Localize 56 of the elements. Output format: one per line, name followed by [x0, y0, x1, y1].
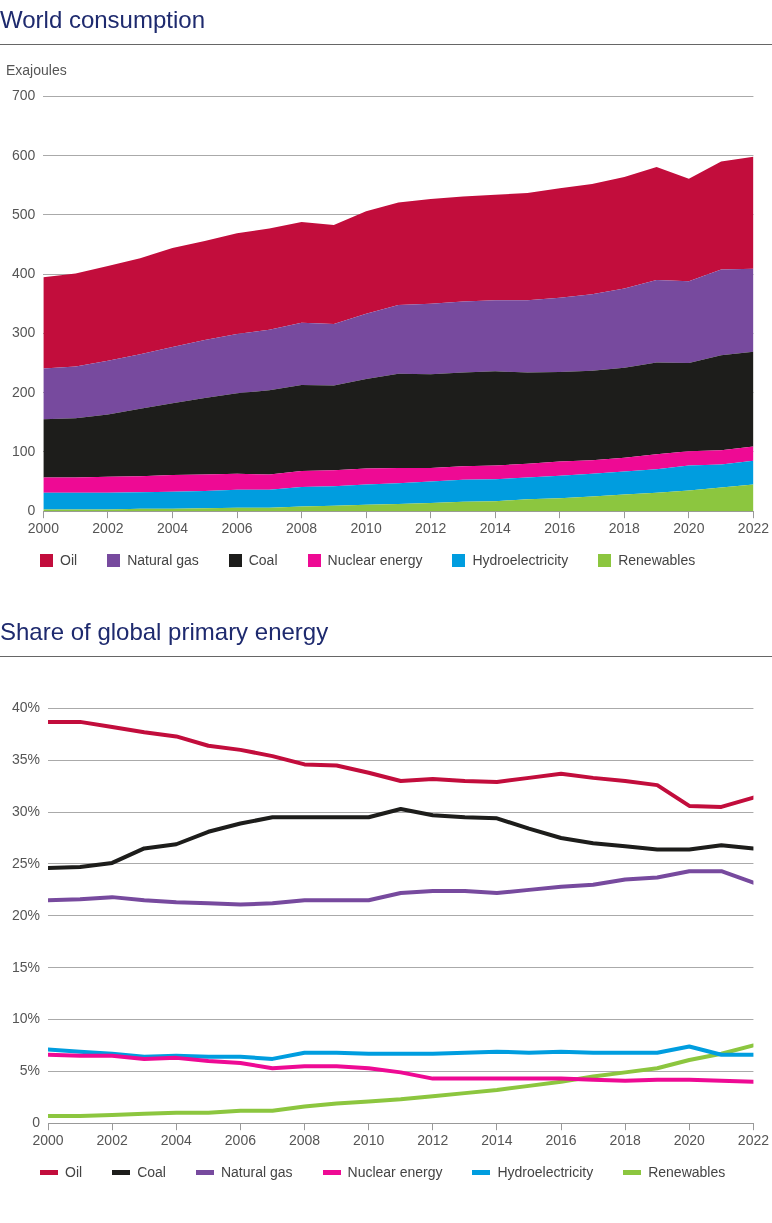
x-tick-label: 2010 [353, 1132, 385, 1149]
y-tick-label: 5% [19, 1062, 41, 1079]
x-tick-label: 2012 [415, 520, 447, 537]
y-tick-label: 400 [12, 265, 36, 282]
x-tick-label: 2012 [417, 1132, 449, 1149]
legend-label: Nuclear energy [347, 1164, 443, 1180]
y-tick-label: 700 [12, 87, 36, 104]
y-tick-label: 35% [11, 751, 41, 768]
legend-label: Renewables [618, 552, 696, 568]
x-tick-label: 2014 [481, 1132, 513, 1149]
chart-title: Share of global primary energy [0, 618, 772, 657]
y-tick-label: 30% [11, 802, 41, 819]
y-tick-label: 100 [12, 442, 36, 459]
legend-label: Coal [137, 1164, 166, 1180]
x-tick-label: 2008 [288, 1132, 321, 1149]
y-tick-label: 600 [12, 146, 36, 163]
x-tick-label: 2002 [96, 1132, 128, 1149]
x-tick-label: 2016 [545, 1132, 577, 1149]
y-tick-label: 40% [11, 699, 41, 716]
x-tick-label: 2018 [609, 1132, 641, 1149]
x-tick-label: 2000 [32, 1132, 64, 1149]
legend-label: Hydroelectricity [497, 1164, 594, 1180]
chart-title: World consumption [0, 6, 772, 45]
y-tick-label: 15% [11, 958, 41, 975]
x-tick-label: 2010 [350, 520, 382, 537]
legend-label: Oil [65, 1164, 83, 1180]
x-tick-label: 2016 [544, 520, 576, 537]
legend-label: Renewables [648, 1164, 726, 1180]
x-tick-label: 2014 [479, 520, 511, 537]
x-tick-label: 2020 [673, 520, 705, 537]
y-tick-label: 0 [27, 502, 36, 519]
legend-label: Nuclear energy [327, 552, 423, 568]
x-tick-label: 2002 [92, 520, 124, 537]
x-tick-label: 2022 [737, 520, 770, 537]
y-axis-title: Exajoules [6, 62, 67, 78]
legend-label: Oil [60, 552, 78, 568]
x-tick-label: 2006 [224, 1132, 257, 1149]
x-tick-label: 2008 [285, 520, 318, 537]
x-tick-label: 2018 [608, 520, 641, 537]
legend-label: Natural gas [127, 552, 199, 568]
legend-label: Coal [248, 552, 278, 568]
y-tick-label: 20% [11, 906, 41, 923]
x-tick-label: 2022 [737, 1132, 770, 1149]
legend-label: Natural gas [220, 1164, 293, 1180]
legend-label: Hydroelectricity [472, 552, 569, 568]
x-tick-label: 2006 [221, 520, 253, 537]
y-tick-label: 500 [12, 205, 36, 222]
y-tick-label: 0 [32, 1114, 41, 1131]
y-tick-label: 25% [11, 854, 41, 871]
x-tick-label: 2004 [156, 520, 189, 537]
y-tick-label: 10% [11, 1010, 41, 1027]
x-tick-label: 2000 [27, 520, 60, 537]
y-tick-label: 300 [12, 324, 36, 341]
x-tick-label: 2004 [160, 1132, 193, 1149]
x-tick-label: 2020 [673, 1132, 706, 1149]
y-tick-label: 200 [12, 383, 36, 400]
